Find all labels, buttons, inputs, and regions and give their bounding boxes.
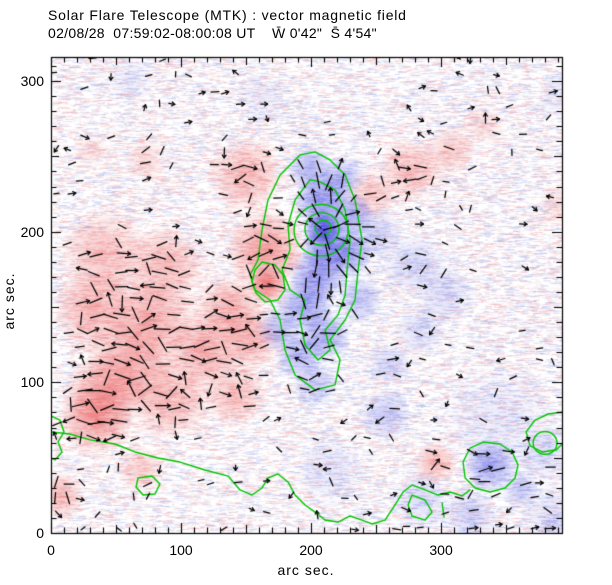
- y-tick-label: 100: [20, 374, 44, 391]
- y-tick-label: 300: [20, 73, 44, 90]
- figure-subtitle: 02/08/28 07:59:02-08:00:08 UT W̄ 0'42" S…: [48, 25, 377, 41]
- figure-title: Solar Flare Telescope (MTK) : vector mag…: [48, 7, 407, 23]
- y-tick-label: 0: [36, 525, 44, 541]
- x-tick-label: 0: [47, 542, 55, 558]
- x-axis-title: arc sec.: [277, 562, 335, 578]
- x-tick-label: 200: [299, 542, 323, 558]
- y-axis-title: arc sec.: [1, 272, 17, 330]
- x-tick-label: 300: [429, 542, 453, 558]
- y-tick-label: 200: [20, 223, 44, 240]
- x-tick-label: 100: [169, 542, 193, 558]
